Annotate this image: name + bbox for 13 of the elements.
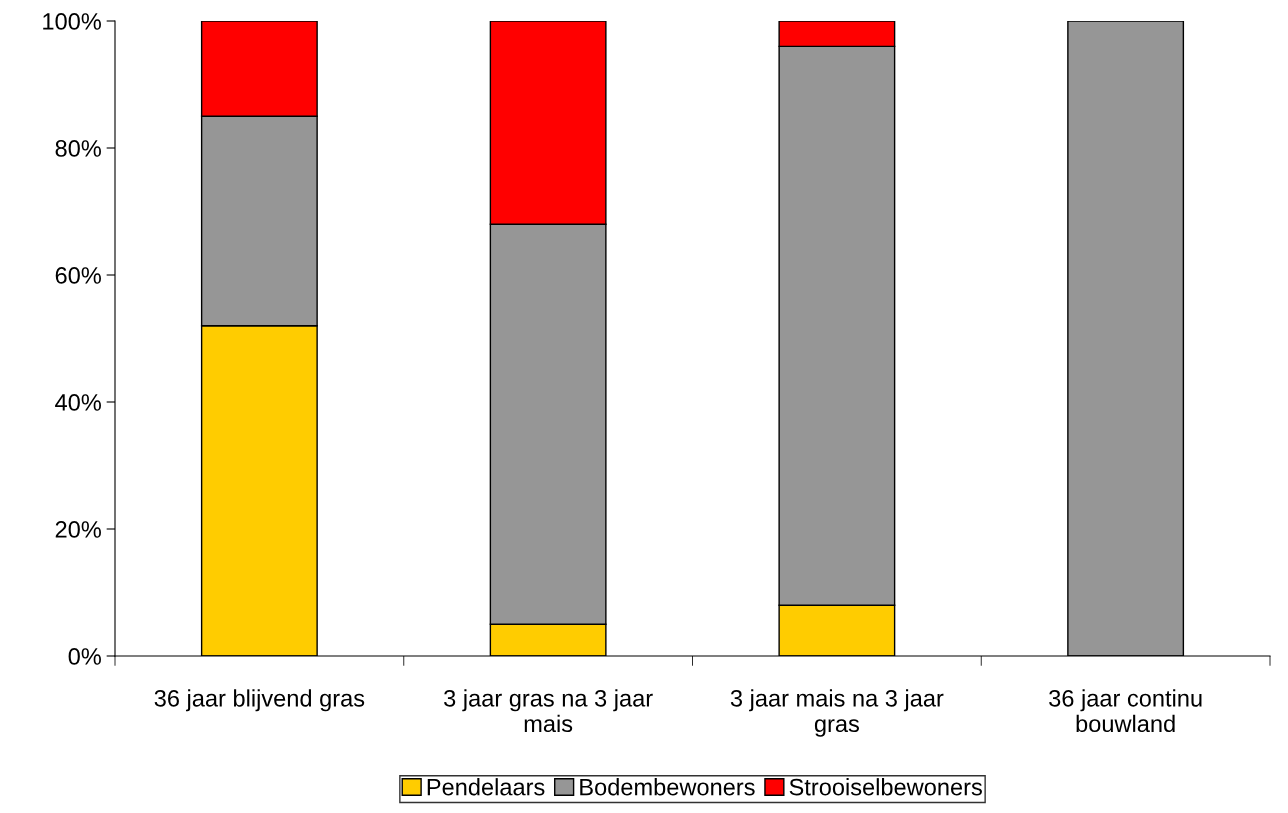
y-tick-label: 0%: [68, 648, 101, 665]
y-tick-label: 80%: [55, 140, 101, 157]
y-tick-label: 100%: [43, 13, 101, 30]
legend-label: Pendelaars: [427, 778, 545, 796]
x-tick-label: 3 jaar gras na 3 jaar mais: [444, 689, 653, 733]
y-tick-label: 60%: [55, 267, 101, 284]
y-tick-label: 20%: [55, 521, 101, 538]
x-tick-label: 36 jaar blijvend gras: [154, 689, 365, 712]
legend-label: Bodembewoners: [580, 778, 755, 796]
y-tick-label: 40%: [55, 394, 101, 411]
x-tick-label: 3 jaar mais na 3 jaar gras: [730, 689, 944, 737]
legend-label: Strooiselbewoners: [789, 778, 982, 796]
x-tick-label: 36 jaar continu bouwland: [1049, 689, 1202, 733]
